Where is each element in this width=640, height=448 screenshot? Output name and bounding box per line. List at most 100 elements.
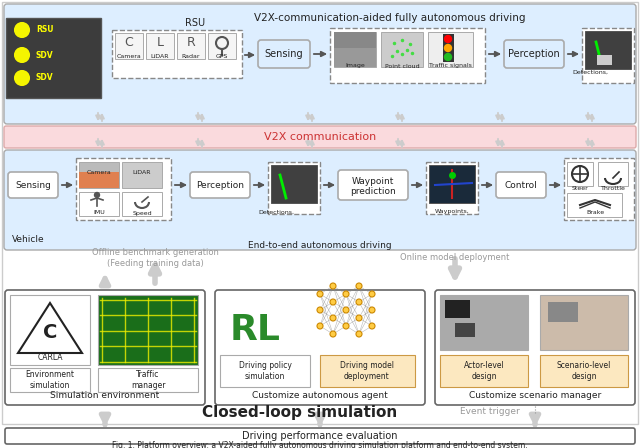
Bar	[567, 193, 622, 217]
Circle shape	[317, 323, 323, 329]
Text: LiDAR: LiDAR	[151, 55, 169, 60]
Bar	[271, 165, 317, 203]
Text: Actor-level
design: Actor-level design	[463, 361, 504, 381]
Bar	[76, 158, 171, 220]
Circle shape	[330, 315, 336, 321]
Bar	[6, 18, 101, 98]
Text: Vehicle: Vehicle	[12, 236, 44, 245]
Bar	[428, 32, 473, 67]
Bar	[10, 368, 90, 392]
Circle shape	[343, 291, 349, 297]
Circle shape	[330, 331, 336, 337]
Text: L: L	[157, 36, 163, 49]
Text: Steer: Steer	[572, 185, 588, 190]
Circle shape	[15, 71, 29, 85]
Text: Point cloud: Point cloud	[385, 64, 419, 69]
Text: Simulation environment: Simulation environment	[51, 392, 159, 401]
FancyBboxPatch shape	[190, 172, 250, 198]
Text: Perception: Perception	[508, 49, 560, 59]
Circle shape	[15, 23, 29, 37]
FancyBboxPatch shape	[5, 428, 635, 444]
Text: Traffic
manager: Traffic manager	[131, 370, 165, 390]
Text: Customize scenario manager: Customize scenario manager	[469, 392, 601, 401]
FancyBboxPatch shape	[215, 290, 425, 405]
Bar	[320, 355, 415, 387]
FancyBboxPatch shape	[8, 172, 58, 198]
Bar	[381, 32, 423, 67]
Text: Camera: Camera	[86, 169, 111, 175]
Text: RSU: RSU	[36, 26, 54, 34]
FancyBboxPatch shape	[504, 40, 564, 68]
FancyBboxPatch shape	[338, 170, 408, 200]
Bar	[540, 295, 628, 350]
Circle shape	[356, 315, 362, 321]
Bar	[334, 32, 376, 67]
Bar	[268, 162, 320, 214]
Circle shape	[445, 53, 451, 60]
Bar	[334, 48, 376, 67]
Text: Driving model
deployment: Driving model deployment	[340, 361, 394, 381]
Bar	[177, 33, 205, 59]
Circle shape	[356, 299, 362, 305]
Bar	[98, 295, 198, 365]
Text: LiDAR: LiDAR	[132, 169, 151, 175]
Text: CARLA: CARLA	[37, 353, 63, 362]
Text: Customize autonomous agent: Customize autonomous agent	[252, 392, 388, 401]
Text: Traffic signals: Traffic signals	[429, 64, 472, 69]
Bar	[440, 295, 528, 350]
Text: Fig. 1. Platform overview: a V2X-aided fully autonomous driving simulation platf: Fig. 1. Platform overview: a V2X-aided f…	[112, 440, 528, 448]
Text: Event trigger: Event trigger	[460, 408, 520, 417]
Circle shape	[445, 44, 451, 52]
Circle shape	[445, 35, 451, 43]
Text: Detections,: Detections,	[572, 69, 608, 74]
Text: Radar: Radar	[182, 55, 200, 60]
Text: Waypoint: Waypoint	[352, 177, 394, 186]
Circle shape	[317, 307, 323, 313]
Bar	[334, 32, 376, 67]
Circle shape	[343, 323, 349, 329]
Text: Throttle: Throttle	[600, 185, 625, 190]
FancyBboxPatch shape	[258, 40, 310, 68]
Text: C: C	[43, 323, 57, 343]
Text: Sensing: Sensing	[15, 181, 51, 190]
FancyBboxPatch shape	[4, 150, 636, 250]
Circle shape	[330, 299, 336, 305]
Text: Waypoints,: Waypoints,	[435, 210, 469, 215]
Bar	[208, 33, 236, 59]
Text: Driving policy
simulation: Driving policy simulation	[239, 361, 291, 381]
Bar	[585, 31, 631, 69]
Bar	[540, 355, 628, 387]
Bar	[79, 162, 119, 188]
Circle shape	[343, 307, 349, 313]
Bar	[98, 368, 198, 392]
FancyBboxPatch shape	[4, 126, 636, 148]
Circle shape	[95, 193, 99, 198]
Text: C: C	[125, 36, 133, 49]
Text: Camera: Camera	[116, 55, 141, 60]
Bar	[122, 192, 162, 216]
Bar	[440, 355, 528, 387]
Text: V2X-communication-aided fully autonomous driving: V2X-communication-aided fully autonomous…	[254, 13, 525, 23]
Bar	[122, 162, 162, 188]
Text: R: R	[187, 36, 195, 49]
Text: RSU: RSU	[185, 18, 205, 28]
Bar	[426, 162, 478, 214]
Circle shape	[330, 283, 336, 289]
Bar	[79, 192, 119, 216]
Bar	[455, 323, 475, 337]
Circle shape	[15, 48, 29, 62]
Text: Closed-loop simulation: Closed-loop simulation	[202, 405, 397, 419]
Circle shape	[356, 283, 362, 289]
Text: Control: Control	[504, 181, 538, 190]
Bar	[597, 55, 612, 65]
Bar	[79, 172, 119, 188]
Text: Driving performance evaluation: Driving performance evaluation	[243, 431, 397, 441]
Text: Speed: Speed	[132, 211, 152, 215]
FancyBboxPatch shape	[4, 4, 636, 124]
Text: Scenario-level
design: Scenario-level design	[557, 361, 611, 381]
Bar	[582, 28, 634, 83]
Circle shape	[317, 291, 323, 297]
Bar	[10, 295, 90, 365]
Circle shape	[369, 291, 375, 297]
Bar	[548, 302, 578, 322]
